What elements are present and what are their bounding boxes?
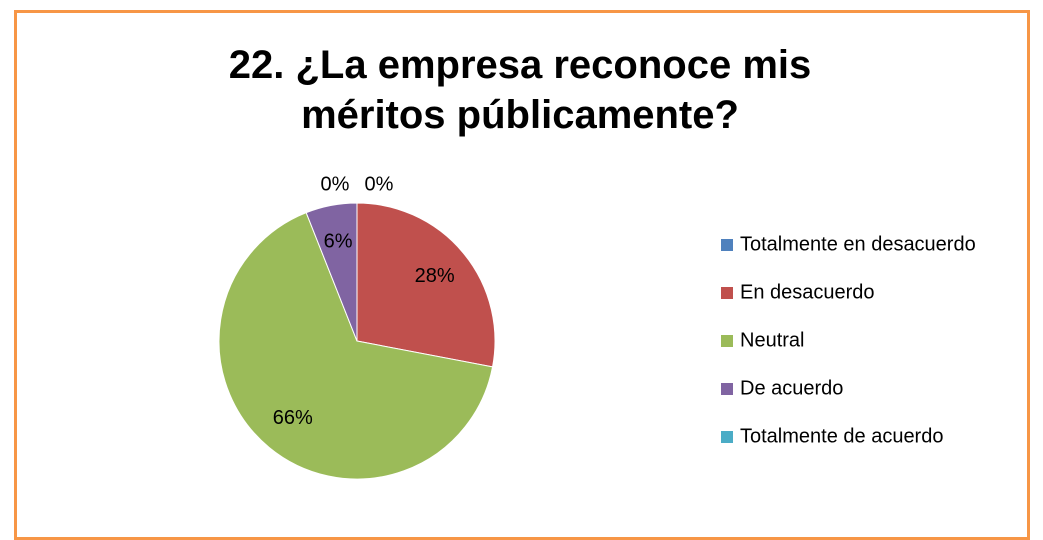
pie-slice xyxy=(305,202,358,342)
legend-swatch xyxy=(721,383,733,395)
pie-slice xyxy=(356,202,496,368)
legend-swatch xyxy=(721,239,733,251)
legend-label: En desacuerdo xyxy=(740,281,875,303)
chart: 0% 28% 66% 6% 0% Totalmente en desacuerdo En d… xyxy=(218,173,976,480)
legend-swatch xyxy=(721,431,733,443)
legend-swatch xyxy=(721,335,733,347)
legend-swatch xyxy=(721,287,733,299)
legend-label: De acuerdo xyxy=(740,377,843,399)
pie-slice xyxy=(218,212,494,480)
legend-label: Neutral xyxy=(740,329,804,351)
legend-label: Totalmente de acuerdo xyxy=(740,425,943,447)
data-label: 0% xyxy=(365,173,394,195)
data-label: 0% xyxy=(321,173,350,195)
legend-label: Totalmente en desacuerdo xyxy=(740,233,976,255)
data-label: 28% xyxy=(415,265,455,287)
data-label: 6% xyxy=(324,230,353,252)
page: 22. ¿La empresa reconoce mis méritos púb… xyxy=(14,10,1030,540)
data-label: 66% xyxy=(273,407,313,429)
chart-title: 22. ¿La empresa reconoce mis méritos púb… xyxy=(228,43,812,137)
